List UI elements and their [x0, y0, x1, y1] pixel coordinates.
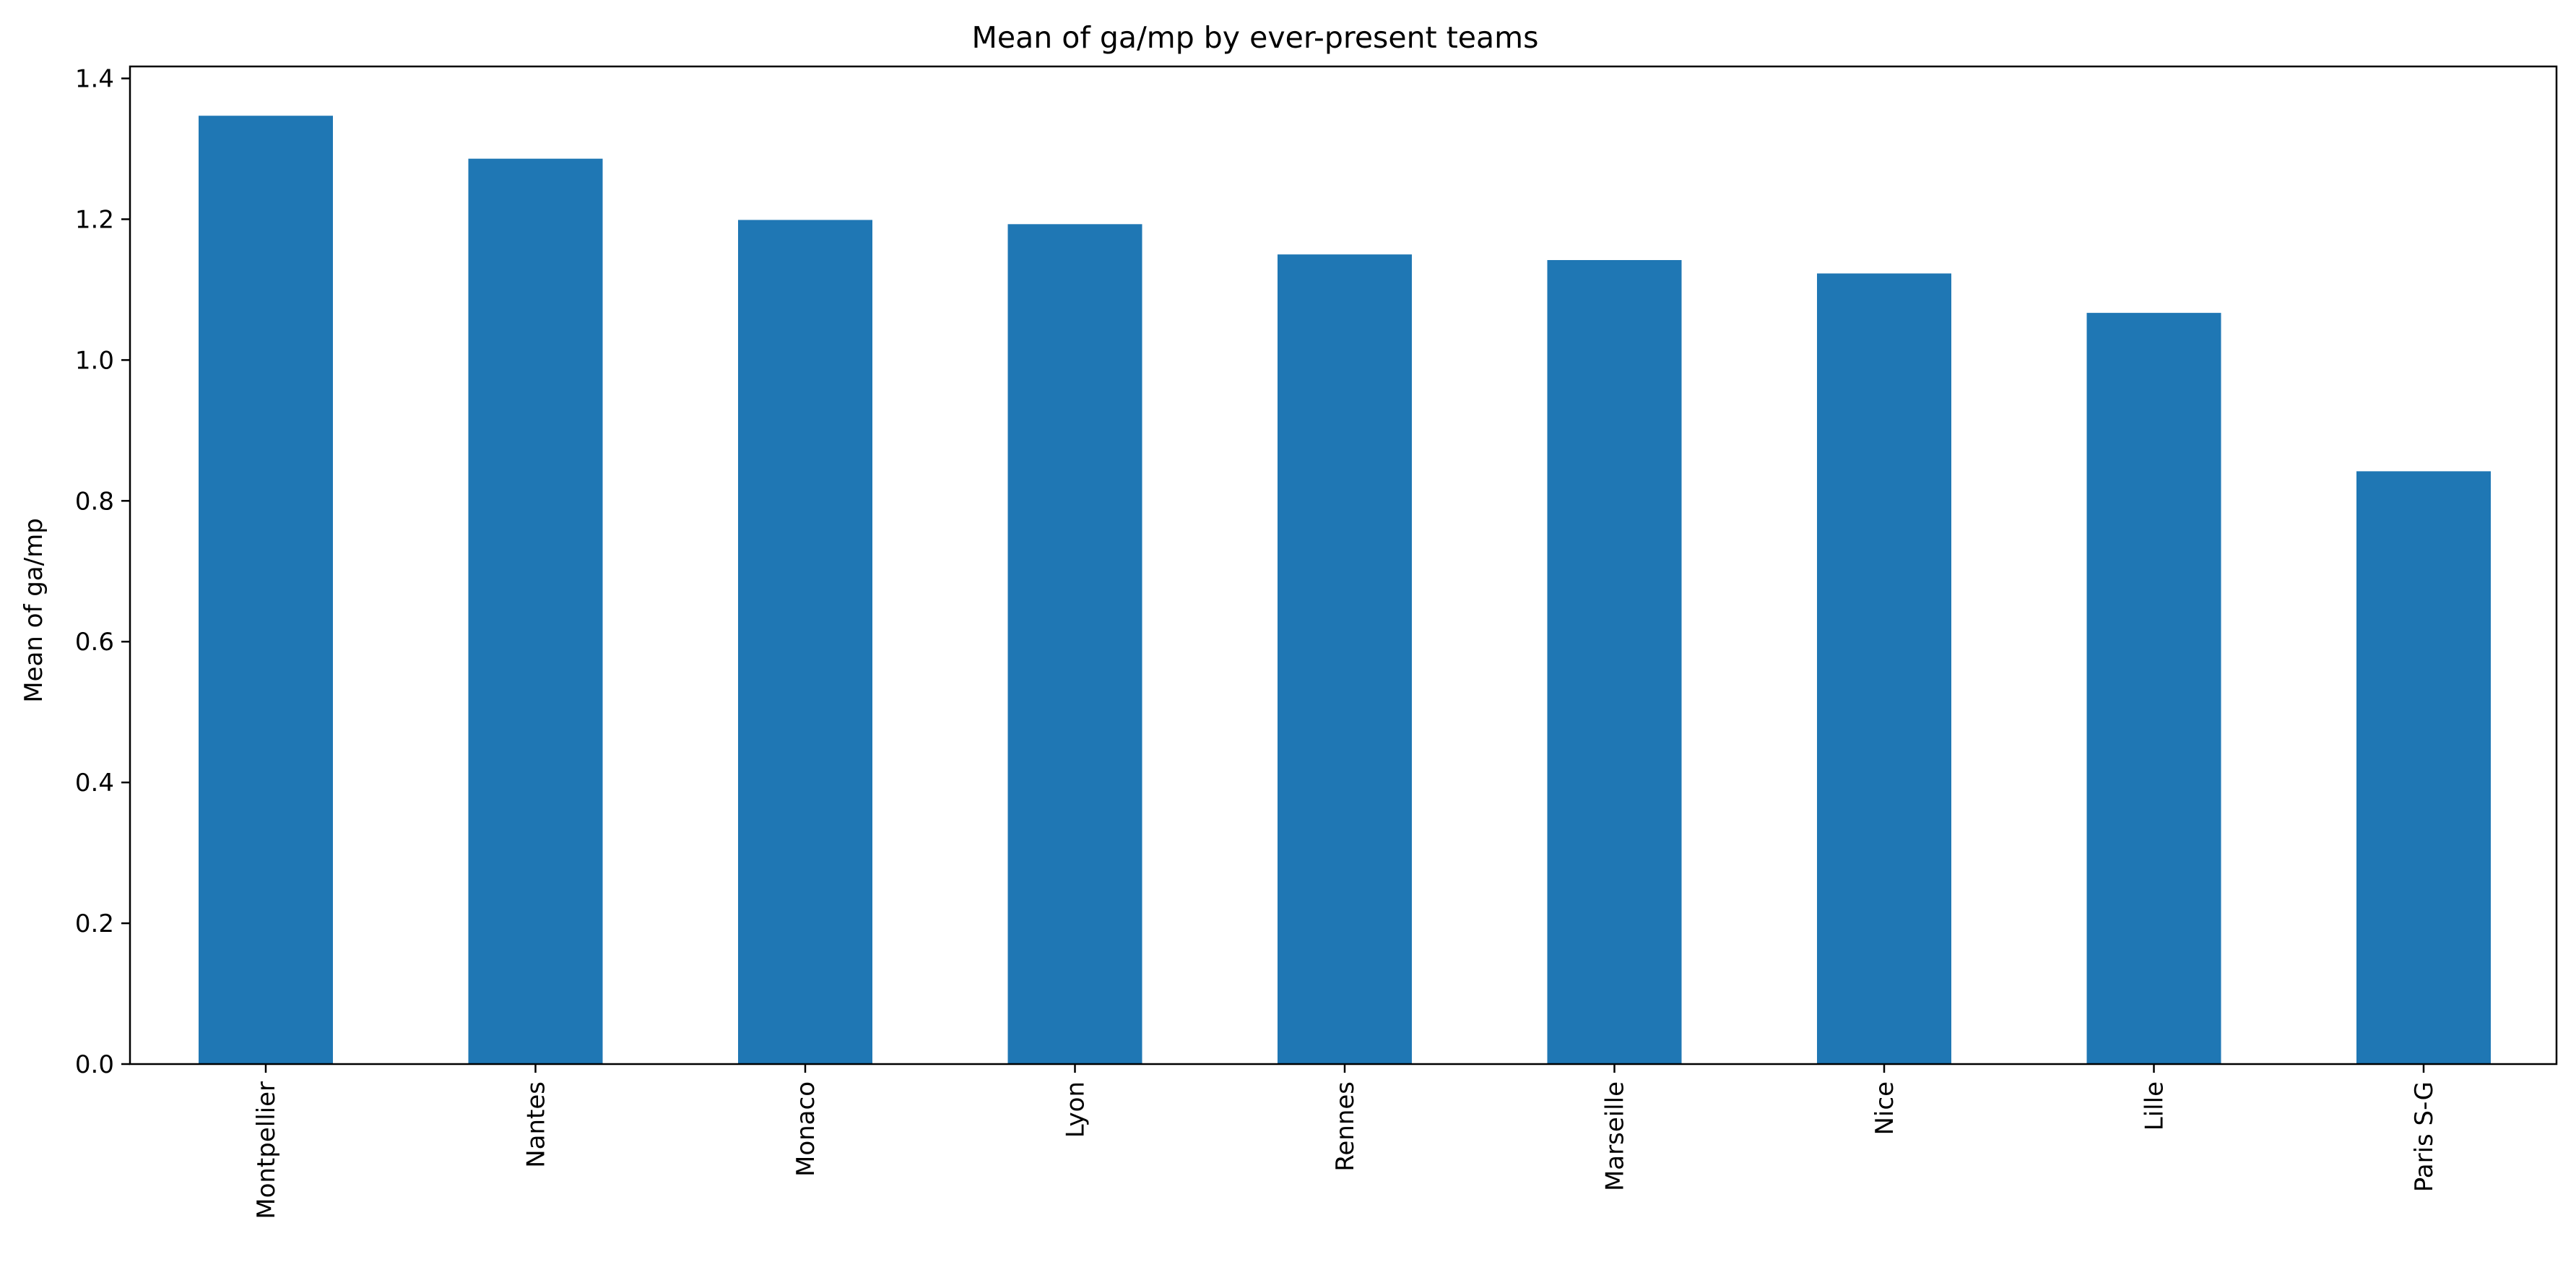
bar-montpellier [199, 116, 333, 1065]
y-tick-label: 1.0 [75, 346, 114, 375]
bar-nice [1817, 273, 1951, 1064]
y-tick-label: 1.4 [75, 65, 114, 94]
x-tick-label: Rennes [1331, 1081, 1360, 1172]
bar-paris-s-g [2356, 471, 2491, 1064]
y-tick-label: 0.6 [75, 628, 114, 657]
y-tick-label: 0.4 [75, 769, 114, 798]
bar-nantes [468, 158, 603, 1064]
x-tick-label: Paris S-G [2410, 1081, 2439, 1192]
y-axis-ticks: 0.0 0.2 0.4 0.6 0.8 1.0 1.2 1.4 [75, 65, 130, 1079]
chart-title: Mean of ga/mp by ever-present teams [972, 20, 1539, 55]
x-tick-label: Nice [1870, 1081, 1899, 1136]
y-tick-label: 0.0 [75, 1050, 114, 1079]
x-axis-ticks: Montpellier Nantes Monaco Lyon Rennes Marseil… [252, 1064, 2439, 1219]
y-axis-title: Mean of ga/mp [19, 518, 48, 703]
x-tick-label: Montpellier [252, 1081, 281, 1219]
bar-rennes [1278, 254, 1412, 1064]
x-tick-label: Monaco [792, 1081, 820, 1177]
x-tick-label: Lille [2141, 1081, 2169, 1131]
x-tick-label: Nantes [522, 1081, 551, 1168]
x-tick-label: Marseille [1601, 1081, 1630, 1191]
bar-lyon [1007, 224, 1142, 1065]
plot-frame [129, 65, 2558, 1066]
y-tick-label: 0.8 [75, 487, 114, 516]
bar-marseille [1547, 260, 1682, 1064]
bars [199, 116, 2491, 1065]
bar-monaco [738, 220, 872, 1064]
y-tick-label: 1.2 [75, 205, 114, 234]
x-tick-label: Lyon [1062, 1081, 1090, 1138]
y-tick-label: 0.2 [75, 909, 114, 938]
bar-lille [2086, 313, 2221, 1065]
